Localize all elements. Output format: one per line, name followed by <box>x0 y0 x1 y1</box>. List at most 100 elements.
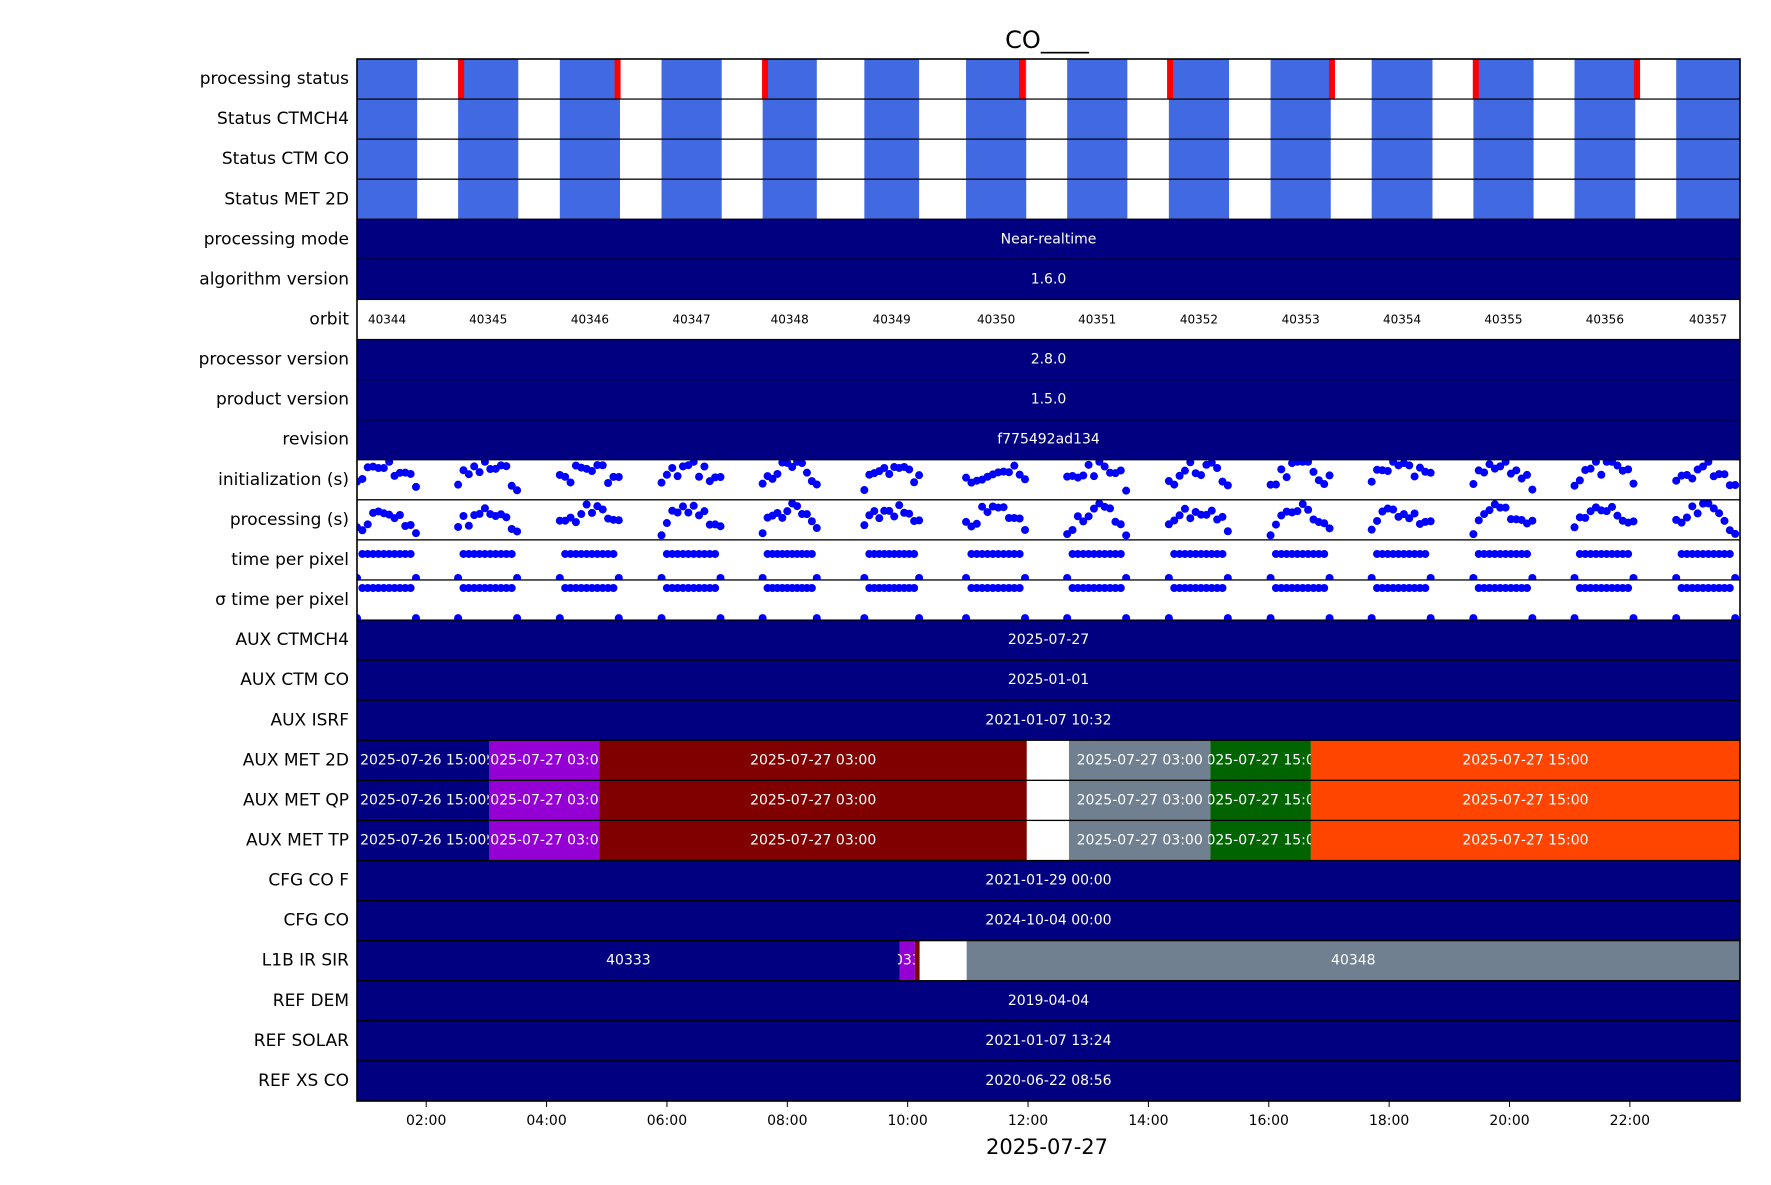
scatter-point <box>1223 573 1232 581</box>
scatter-point <box>1089 472 1098 481</box>
bar-segment-label: 2025-01-01 <box>1008 672 1089 688</box>
scatter-point <box>1116 466 1125 475</box>
scatter-point <box>1063 614 1072 621</box>
bar-segment-label: 2025-07-27 15:00 <box>1462 833 1588 849</box>
status-block <box>458 59 519 100</box>
scatter-point <box>812 524 821 533</box>
bar-segment-label: 2025-07-27 15:00 <box>1198 792 1324 808</box>
scatter-point <box>1426 614 1435 621</box>
scatter-point <box>880 463 889 472</box>
bar-segment <box>914 940 920 981</box>
status-block <box>1270 139 1331 180</box>
row-24: 2021-01-07 13:24 <box>356 1020 1741 1062</box>
orbit-number: 40354 <box>1383 313 1421 327</box>
scatter-point <box>758 573 767 581</box>
scatter-point <box>1100 462 1109 471</box>
scatter-point <box>1677 518 1686 527</box>
scatter-point <box>1106 504 1115 513</box>
scatter-point <box>773 469 782 478</box>
orbit-background <box>357 299 1740 340</box>
orbit-number: 40346 <box>571 313 609 327</box>
row-label: processor version <box>199 350 349 370</box>
scatter-point <box>475 509 484 518</box>
scatter-point <box>662 470 671 479</box>
bar-segment-label: 2019-04-04 <box>1008 993 1089 1009</box>
scatter-point <box>1084 460 1093 469</box>
scatter-point <box>1528 516 1537 525</box>
scatter-point <box>711 584 720 593</box>
scatter-point <box>1164 614 1173 621</box>
row-1 <box>356 98 1741 140</box>
scatter-point <box>1015 584 1024 593</box>
row-23: 2019-04-04 <box>356 980 1741 1022</box>
scatter-point <box>788 463 797 472</box>
scatter-point <box>962 517 971 526</box>
scatter-point <box>1528 485 1537 494</box>
scatter-point <box>464 470 473 479</box>
row-6: 40344 40345 40346 40347 40348 40349 40350 40351… <box>356 298 1741 341</box>
error-marker <box>1472 59 1479 100</box>
scatter-point <box>406 469 415 478</box>
scatter-point <box>700 462 709 471</box>
status-block <box>1676 179 1740 220</box>
row-8: 1.5.0 <box>356 379 1741 421</box>
bar-segment <box>1310 740 1740 781</box>
status-block <box>1067 99 1128 140</box>
status-block <box>1473 99 1534 140</box>
scatter-point <box>1271 480 1280 489</box>
row-label: processing status <box>200 69 349 89</box>
scatter-point <box>802 468 811 477</box>
row-label: REF XS CO <box>258 1071 349 1091</box>
scatter-point <box>1426 573 1435 581</box>
bar-segment <box>1210 780 1311 821</box>
bar-segment-label: 40333 <box>606 953 651 969</box>
scatter-point <box>678 502 687 511</box>
scatter-point <box>1015 514 1024 523</box>
scatter-point <box>566 513 575 522</box>
status-block <box>1371 179 1433 220</box>
bar-segment-label: 2025-07-27 03:00 <box>750 833 876 849</box>
scatter-point <box>1624 584 1633 593</box>
scatter-point <box>812 573 821 581</box>
x-tick-label: 22:00 <box>1610 1113 1650 1129</box>
status-block <box>1676 59 1740 100</box>
scatter-point <box>480 504 489 513</box>
status-block <box>357 179 418 220</box>
scatter-point <box>1320 584 1329 593</box>
scatter-point <box>1116 549 1125 558</box>
scatter-point <box>1079 471 1088 480</box>
scatter-point <box>1170 516 1179 525</box>
row-3 <box>356 178 1741 220</box>
scatter-point <box>1426 468 1435 477</box>
scatter-point <box>1122 573 1131 581</box>
scatter-point <box>1421 584 1430 593</box>
bar-segment <box>899 940 915 981</box>
scatter-point <box>807 517 816 526</box>
scatter-point <box>885 506 894 515</box>
scatter-point <box>812 614 821 621</box>
bar-segment-label: 2025-07-26 15:00 <box>360 792 486 808</box>
scatter-point <box>1325 471 1334 480</box>
scatter-point <box>411 529 420 538</box>
scatter-points <box>357 549 1740 581</box>
scatter-point <box>1715 509 1724 518</box>
bar-segment-label: 2025-07-27 15:00 <box>1198 752 1324 768</box>
bar-segment <box>599 780 1027 821</box>
scatter-point <box>1629 479 1638 488</box>
row-label: AUX MET TP <box>246 831 349 851</box>
bar-segment <box>1026 740 1069 781</box>
row-25: 2020-06-22 08:56 <box>356 1060 1741 1102</box>
error-marker <box>458 59 465 100</box>
scatter-point <box>614 573 623 581</box>
x-tick-label: 08:00 <box>767 1113 807 1129</box>
x-axis: 02:00 04:00 06:00 08:00 10:00 12:00 14:00 16:00… <box>406 1101 1650 1129</box>
scatter-point <box>513 527 522 536</box>
scatter-point <box>1629 517 1638 526</box>
scatter-point <box>614 516 623 525</box>
x-tick-label: 06:00 <box>647 1113 687 1129</box>
status-block <box>458 139 519 180</box>
scatter-point <box>793 502 802 511</box>
row-7: 2.8.0 <box>356 338 1741 381</box>
scatter-point <box>357 614 361 621</box>
